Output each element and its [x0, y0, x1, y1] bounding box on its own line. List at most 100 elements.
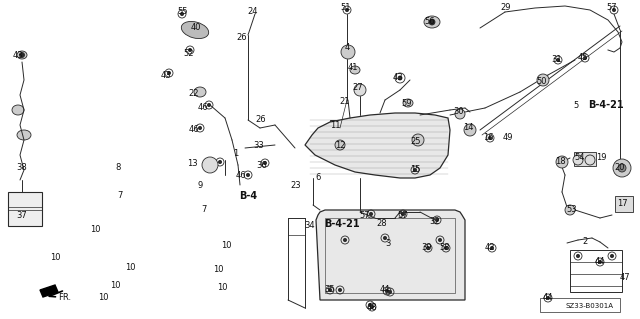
- Text: 30: 30: [454, 108, 464, 116]
- Text: 4: 4: [344, 43, 349, 53]
- Circle shape: [455, 109, 465, 119]
- Text: 41: 41: [348, 63, 358, 72]
- Text: 10: 10: [98, 293, 108, 302]
- Text: 44: 44: [380, 286, 390, 294]
- Text: 26: 26: [237, 33, 247, 42]
- Text: B-4-21: B-4-21: [324, 219, 360, 229]
- Text: 18: 18: [555, 158, 565, 167]
- Text: 53: 53: [566, 205, 577, 214]
- Text: 33: 33: [253, 140, 264, 150]
- Text: 55: 55: [178, 8, 188, 17]
- Circle shape: [413, 168, 417, 172]
- Text: 43: 43: [13, 50, 23, 60]
- Text: 52: 52: [184, 48, 195, 57]
- Circle shape: [202, 157, 218, 173]
- Text: 36: 36: [257, 160, 268, 169]
- Text: 8: 8: [115, 164, 121, 173]
- Circle shape: [612, 8, 616, 11]
- Ellipse shape: [194, 87, 206, 97]
- Text: 12: 12: [335, 140, 345, 150]
- Text: 6: 6: [316, 174, 321, 182]
- Bar: [8, 192, 42, 226]
- Text: 10: 10: [50, 254, 60, 263]
- Ellipse shape: [403, 99, 413, 107]
- Text: 7: 7: [202, 205, 207, 214]
- Circle shape: [598, 260, 602, 263]
- Text: 46: 46: [198, 102, 208, 112]
- Circle shape: [426, 246, 429, 249]
- Circle shape: [412, 134, 424, 146]
- Text: 42: 42: [484, 243, 495, 253]
- Text: B-4-21: B-4-21: [588, 100, 624, 110]
- Text: 10: 10: [221, 241, 231, 249]
- Text: 35: 35: [324, 286, 335, 294]
- Circle shape: [547, 296, 550, 300]
- Circle shape: [556, 156, 568, 168]
- Polygon shape: [40, 285, 58, 297]
- Text: 59: 59: [402, 99, 412, 108]
- Circle shape: [444, 246, 447, 249]
- Circle shape: [565, 205, 575, 215]
- Text: 2: 2: [582, 238, 588, 247]
- Text: 7: 7: [117, 191, 123, 201]
- Text: SZ33-B0301A: SZ33-B0301A: [566, 303, 614, 309]
- Circle shape: [354, 84, 366, 96]
- Text: 34: 34: [305, 220, 316, 229]
- Text: 10: 10: [212, 265, 223, 275]
- Circle shape: [341, 45, 355, 59]
- Text: 28: 28: [377, 219, 387, 228]
- Text: 20: 20: [615, 164, 625, 173]
- Circle shape: [490, 246, 493, 249]
- Bar: [330, 120, 350, 150]
- Text: 56: 56: [425, 18, 435, 26]
- Ellipse shape: [181, 21, 209, 39]
- Circle shape: [335, 140, 345, 150]
- Circle shape: [537, 74, 549, 86]
- Text: 10: 10: [90, 226, 100, 234]
- Circle shape: [346, 8, 349, 11]
- Circle shape: [328, 288, 332, 292]
- Circle shape: [584, 56, 587, 60]
- Circle shape: [573, 155, 583, 165]
- Text: FR.: FR.: [58, 293, 72, 302]
- Circle shape: [246, 174, 250, 177]
- Bar: [540, 298, 620, 312]
- Circle shape: [401, 212, 404, 216]
- Text: 11: 11: [330, 121, 340, 130]
- Circle shape: [218, 160, 221, 164]
- Bar: [574, 152, 596, 166]
- Circle shape: [577, 254, 580, 258]
- Bar: [325, 218, 455, 293]
- Ellipse shape: [17, 51, 27, 59]
- Text: 50: 50: [537, 78, 547, 86]
- Text: 46: 46: [236, 170, 246, 180]
- Text: 5: 5: [573, 100, 579, 109]
- Circle shape: [618, 164, 626, 172]
- Circle shape: [611, 254, 614, 258]
- Text: 43: 43: [161, 70, 172, 79]
- Text: 17: 17: [617, 199, 627, 209]
- Polygon shape: [305, 113, 450, 178]
- Circle shape: [398, 76, 402, 80]
- Text: 14: 14: [463, 123, 473, 132]
- Text: 57: 57: [397, 211, 408, 219]
- Circle shape: [383, 236, 387, 240]
- Text: 13: 13: [187, 159, 197, 167]
- Text: 26: 26: [256, 115, 266, 124]
- Circle shape: [613, 159, 631, 177]
- Text: 25: 25: [411, 137, 421, 146]
- Circle shape: [180, 12, 184, 16]
- Circle shape: [438, 238, 442, 241]
- Text: 37: 37: [17, 211, 28, 219]
- Circle shape: [369, 212, 372, 216]
- Text: 22: 22: [189, 88, 199, 98]
- Text: 44: 44: [543, 293, 553, 302]
- Text: 58: 58: [440, 243, 451, 253]
- Text: 15: 15: [410, 166, 420, 174]
- Text: 49: 49: [503, 133, 513, 143]
- Ellipse shape: [12, 105, 24, 115]
- Circle shape: [207, 103, 211, 107]
- Text: 57: 57: [607, 4, 618, 12]
- Circle shape: [429, 19, 435, 25]
- Text: 57: 57: [360, 211, 371, 219]
